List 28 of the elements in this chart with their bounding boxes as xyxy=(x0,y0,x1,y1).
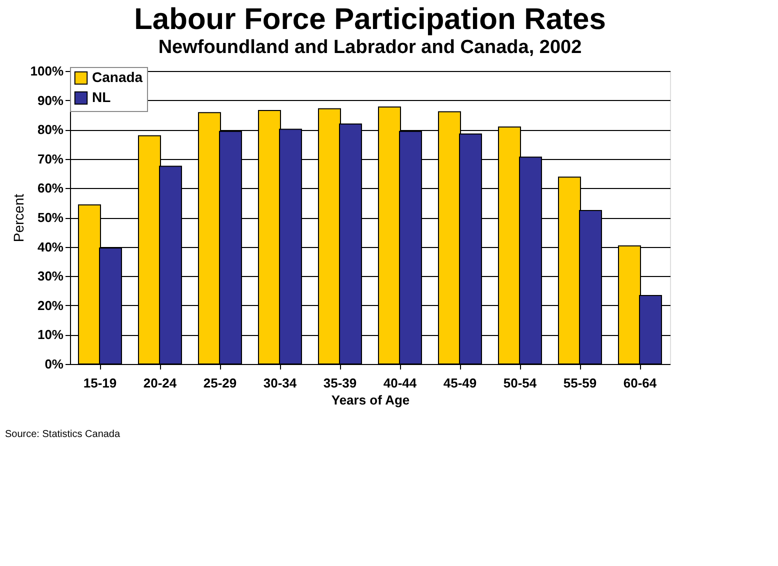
x-tick-label: 60-64 xyxy=(623,376,658,390)
y-axis-title: Percent xyxy=(10,194,26,242)
y-tick-label: 60% xyxy=(37,180,64,196)
y-tick-label: 30% xyxy=(37,268,64,284)
x-tick-label: 35-39 xyxy=(323,376,357,390)
x-tick-label: 25-29 xyxy=(203,376,237,390)
x-tick-label: 55-59 xyxy=(563,376,597,390)
y-tick-label: 80% xyxy=(37,122,64,138)
x-tick-label: 30-34 xyxy=(263,376,298,390)
legend-label: NL xyxy=(92,89,112,105)
chart-subtitle: Newfoundland and Labrador and Canada, 2002 xyxy=(158,37,582,58)
y-tick-label: 90% xyxy=(37,92,64,108)
y-tick-label: 100% xyxy=(30,64,64,78)
chart-title: Labour Force Participation Rates xyxy=(134,3,606,36)
x-tick-label: 20-24 xyxy=(143,376,178,390)
x-tick-label: 50-54 xyxy=(503,376,538,390)
x-tick-label: 40-44 xyxy=(383,376,418,390)
x-axis-title: Years of Age xyxy=(331,392,410,408)
y-tick-label: 10% xyxy=(37,327,64,342)
legend-label: Canada xyxy=(92,69,143,85)
y-tick-label: 20% xyxy=(37,298,64,313)
y-tick-label: 50% xyxy=(37,210,64,225)
x-tick-label: 45-49 xyxy=(443,376,477,390)
y-tick-label: 0% xyxy=(44,356,64,372)
y-tick-label: 40% xyxy=(37,239,64,254)
y-tick-label: 70% xyxy=(37,151,64,166)
x-tick-label: 15-19 xyxy=(83,376,117,390)
source-note: Source: Statistics Canada xyxy=(5,429,120,440)
